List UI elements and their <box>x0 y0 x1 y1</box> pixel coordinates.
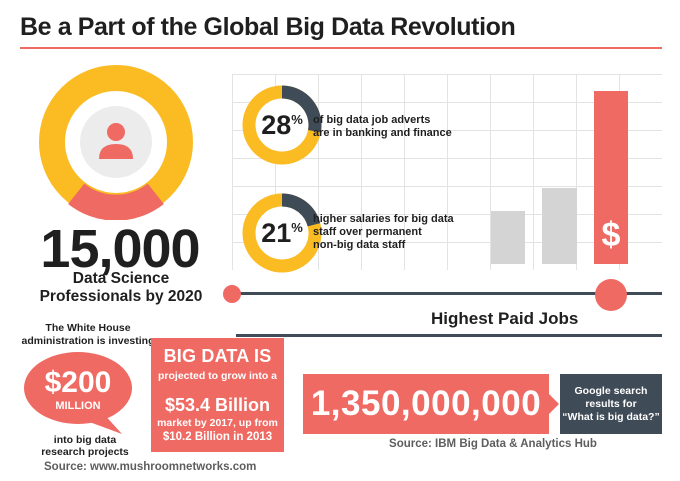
professionals-donut <box>39 65 193 220</box>
forecast-line: $10.2 Billion in 2013 <box>162 431 273 443</box>
description-line: non-big data staff <box>313 239 406 251</box>
highest-paid-title: Highest Paid Jobs <box>431 309 579 328</box>
description-line: higher salaries for big data <box>313 213 454 225</box>
forecast-line: projected to grow into a <box>157 370 277 382</box>
salary-description: higher salaries for big data staff over … <box>313 213 473 252</box>
source-mushroom: Source: www.mushroomnetworks.com <box>44 461 257 473</box>
page-title: Be a Part of the Global Big Data Revolut… <box>20 13 516 41</box>
user-icon <box>99 123 133 159</box>
salary-percent: 21% <box>242 218 322 249</box>
salary-bar-2 <box>542 188 577 264</box>
intro-line: administration is investing <box>21 335 155 347</box>
caption-line: Professionals by 2020 <box>39 288 203 305</box>
search-count: 1,350,000,000 <box>310 384 542 423</box>
percent-value: 28 <box>261 110 292 140</box>
source-ibm: Source: IBM Big Data & Analytics Hub <box>389 438 597 450</box>
dollar-icon: $ <box>601 216 621 254</box>
pointer-arrow <box>549 394 559 414</box>
timeline-line <box>236 292 662 295</box>
highest-paid-divider <box>236 334 662 337</box>
percent-symbol: % <box>291 112 303 127</box>
speech-bubble <box>24 352 132 434</box>
forecast-line: market by 2017, up from <box>157 417 278 429</box>
google-line: results for <box>585 398 637 410</box>
salary-bar-highest <box>594 91 628 264</box>
forecast-value: $53.4 Billion <box>164 395 271 415</box>
percent-value: 21 <box>261 218 292 248</box>
description-line: of big data job adverts <box>313 114 431 126</box>
outro-line: into big data <box>53 434 117 446</box>
professionals-caption: Data Science Professionals by 2020 <box>16 270 226 306</box>
investment-unit: MILLION <box>55 400 101 412</box>
caption-line: Data Science <box>72 270 170 287</box>
forecast-heading: BIG DATA IS <box>163 346 272 366</box>
intro-line: The White House <box>45 322 131 334</box>
white-house-outro: into big data research projects <box>30 434 140 458</box>
big-data-forecast-box: BIG DATA IS projected to grow into a $53… <box>151 338 284 452</box>
title-divider <box>20 47 662 49</box>
percent-symbol: % <box>291 220 303 235</box>
google-search-box: Google search results for “What is big d… <box>560 374 662 434</box>
google-line: “What is big data?” <box>562 411 660 423</box>
banking-description: of big data job adverts are in banking a… <box>313 114 473 140</box>
salary-bar-1 <box>491 211 525 264</box>
google-line: Google search <box>574 385 648 397</box>
salary-donut <box>242 193 322 273</box>
banking-donut <box>242 85 322 165</box>
banking-percent: 28% <box>242 110 322 141</box>
description-line: are in banking and finance <box>313 127 452 139</box>
search-count-box <box>303 374 549 434</box>
investment-amount: $200 <box>44 366 112 399</box>
professionals-number: 15,000 <box>40 219 200 279</box>
outro-line: research projects <box>41 446 129 458</box>
timeline-start-dot <box>223 285 241 303</box>
timeline-end-dot <box>595 279 627 311</box>
description-line: staff over permanent <box>313 226 422 238</box>
white-house-intro: The White House administration is invest… <box>18 322 158 348</box>
